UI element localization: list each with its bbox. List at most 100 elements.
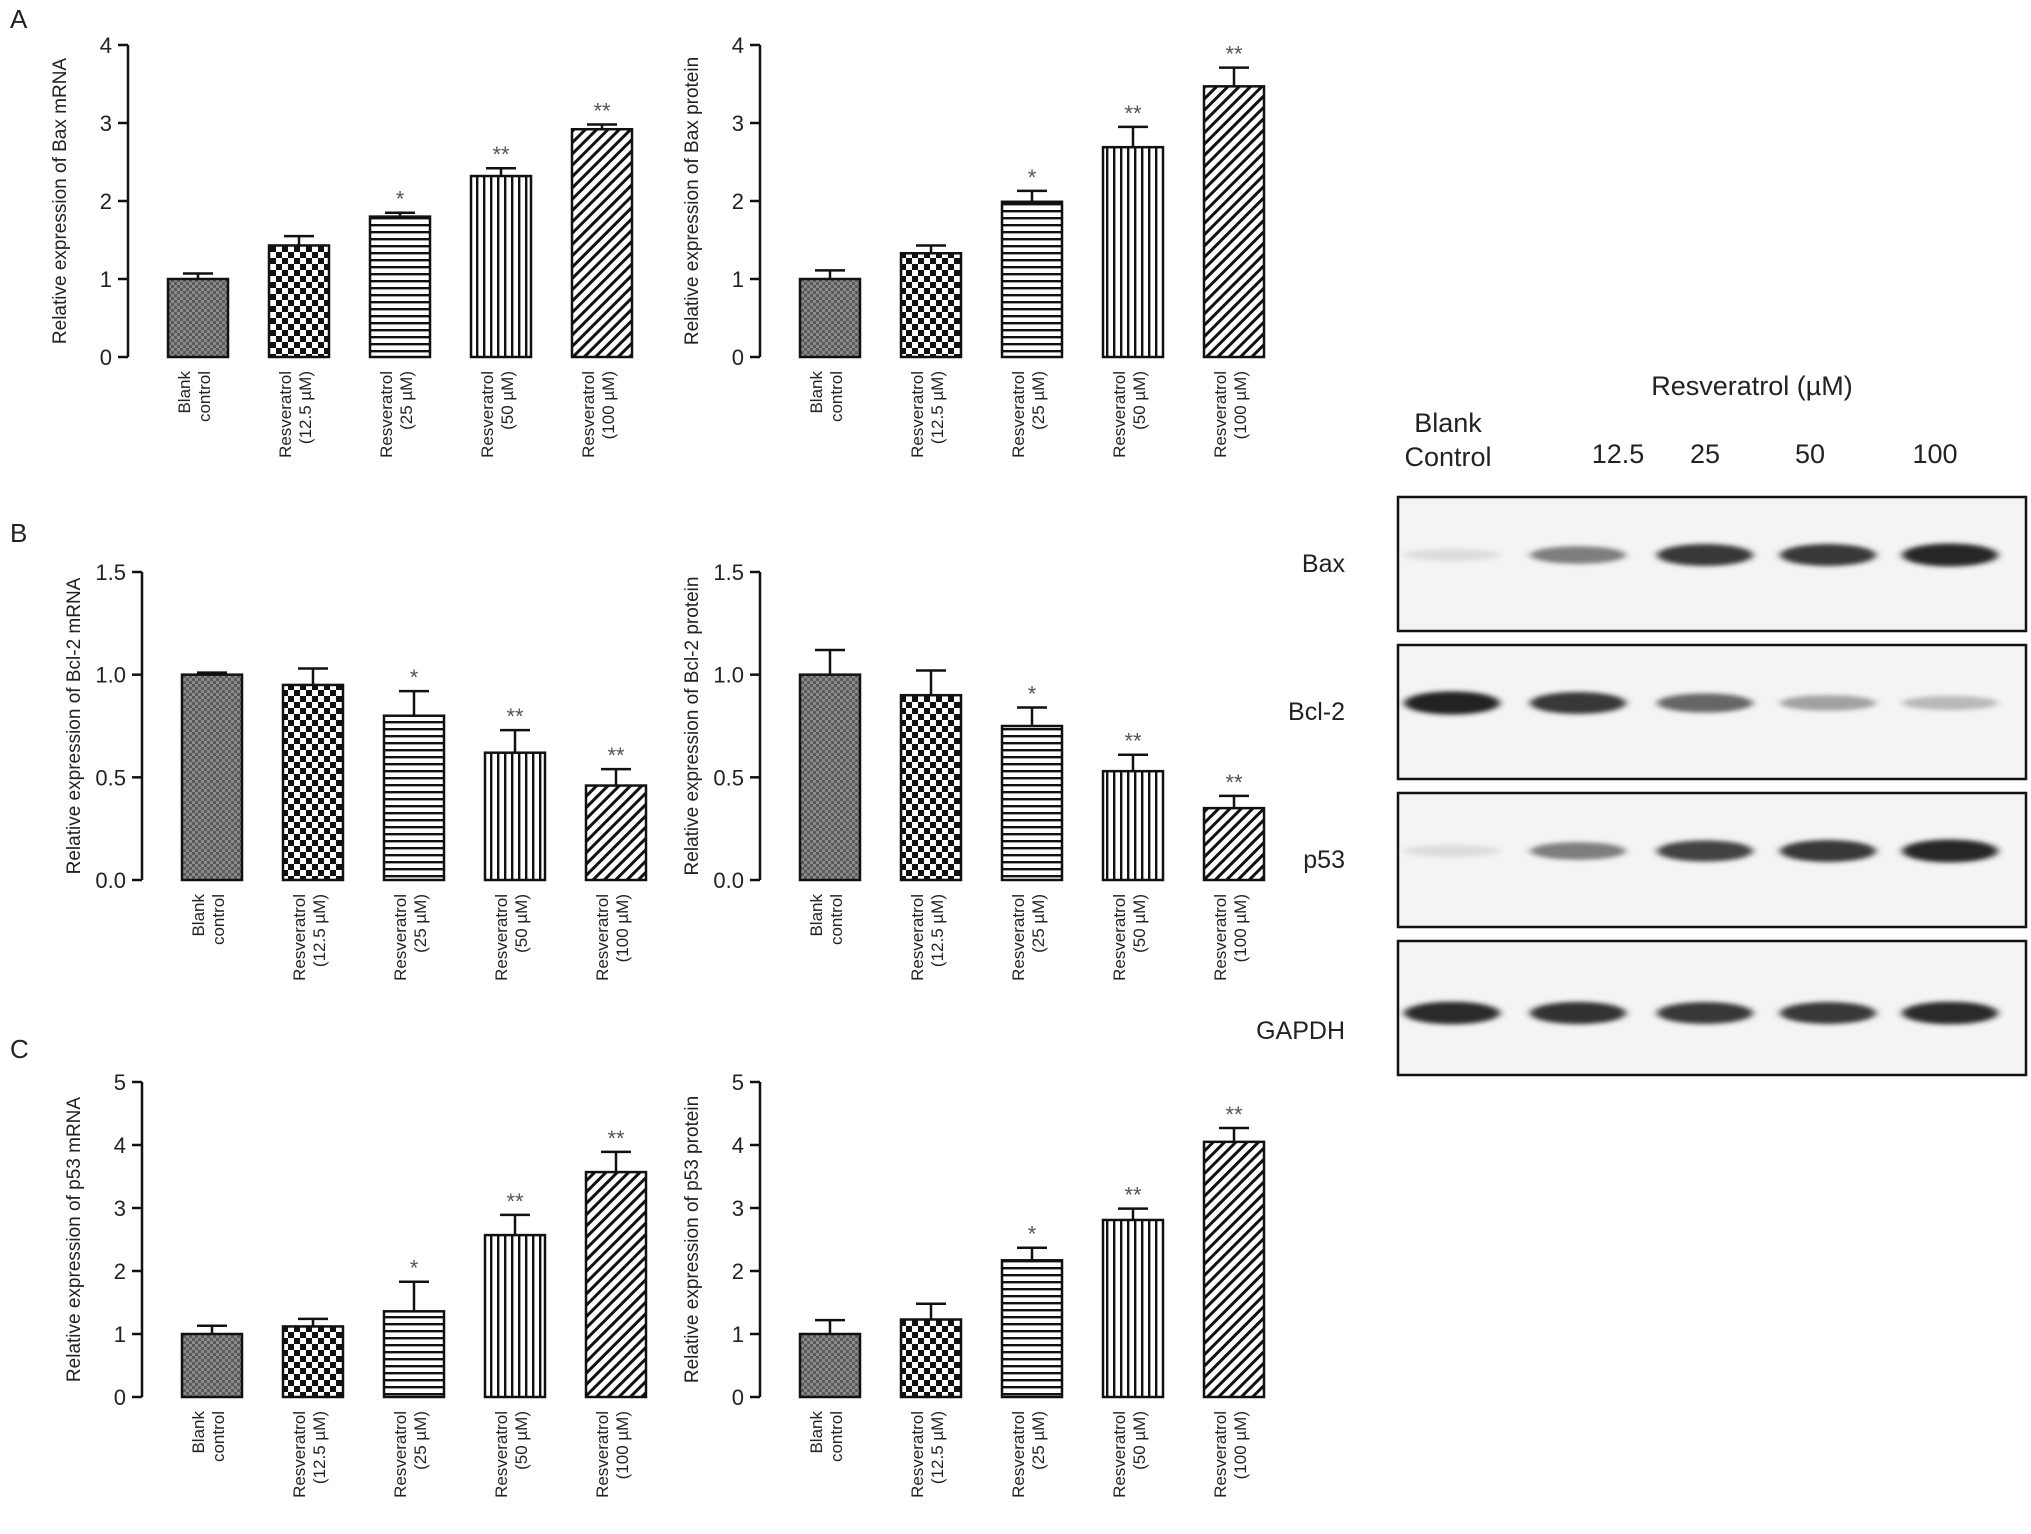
x-tick-label: (100 µM) [1231,894,1250,962]
bar-charts: 0 1 2 3 4 Relative expression of Bax mRNA Blan… [50,33,1266,1498]
x-tick-label: control [209,894,228,945]
blot-band [1404,691,1500,715]
blot-band [1780,1002,1876,1024]
y-tick-label: 0 [732,345,744,370]
x-tick-label: (50 µM) [1130,371,1149,430]
y-axis-title: Relative expression of Bcl-2 protein [682,577,703,876]
significance-marker: ** [607,743,625,768]
y-tick-label: 1.0 [95,663,126,688]
blot-band [1780,695,1876,711]
y-tick-label: 0 [100,345,112,370]
x-tick-label: Resveratrol [1211,371,1230,458]
y-tick-label: 0 [114,1385,126,1410]
x-tick-label: Resveratrol [593,1411,612,1498]
blot-band [1780,544,1876,566]
y-axis-title: Relative expression of p53 protein [682,1096,703,1383]
y-axis-title: Relative expression of Bax mRNA [50,58,71,344]
x-tick-label: Resveratrol [478,371,497,458]
x-tick-label: (12.5 µM) [928,371,947,444]
y-axis-title: Relative expression of Bax protein [682,57,703,345]
y-tick-label: 0 [732,1385,744,1410]
bar [180,673,244,882]
y-tick-label: 1.0 [713,663,744,688]
bax-mrna-chart: 0 1 2 3 4 Relative expression of Bax mRNA Blan… [50,33,634,458]
western-blot: Resveratrol (µM) Blank Control 12.5 25 50 100 B… [1256,371,2028,1077]
blot-band [1902,695,1998,711]
x-tick-label: (25 µM) [1029,1411,1048,1470]
x-tick-label: (25 µM) [411,894,430,953]
y-axis-title: Relative expression of p53 mRNA [64,1097,85,1382]
x-tick-label: (25 µM) [397,371,416,430]
blot-row-label: Bax [1302,550,1346,578]
blot-strip [1396,643,2028,781]
x-tick-label: Resveratrol [1110,371,1129,458]
y-tick-label: 2 [100,189,112,214]
lane-label: 25 [1690,439,1720,469]
significance-marker: * [396,187,405,212]
y-tick-label: 0.5 [95,765,126,790]
x-tick-label: Resveratrol [391,894,410,981]
significance-marker: ** [1225,770,1243,795]
bar [899,252,963,359]
blot-band [1902,1001,1998,1025]
y-tick-label: 1 [114,1322,126,1347]
x-tick-label: (12.5 µM) [296,371,315,444]
blot-header: Resveratrol (µM) [1651,371,1853,401]
x-tick-label: Blank [189,1411,208,1454]
blot-row-label: p53 [1303,846,1345,874]
x-tick-label: control [195,371,214,422]
blot-band [1404,1001,1500,1025]
x-tick-label: Blank [807,1411,826,1454]
bar [267,244,331,359]
lane-label: Control [1404,442,1491,472]
x-tick-label: (25 µM) [411,1411,430,1470]
x-tick-label: (50 µM) [1130,894,1149,953]
bcl2-protein-chart: 0.0 0.5 1.0 1.5 Relative expression of Bcl-2… [682,560,1266,981]
x-tick-label: Resveratrol [492,894,511,981]
y-tick-label: 2 [732,1259,744,1284]
significance-marker: * [410,1256,419,1281]
x-tick-label: Resveratrol [908,371,927,458]
y-tick-label: 2 [114,1259,126,1284]
bar [469,174,533,359]
bar [1000,200,1064,359]
panel-letter-b: B [10,518,27,548]
blot-band [1530,546,1626,564]
y-tick-label: 0.0 [713,868,744,893]
lane-label: 50 [1795,439,1825,469]
x-tick-label: control [827,894,846,945]
bax-protein-chart: 0 1 2 3 4 Relative expression of Bax protein B… [682,33,1266,458]
blot-band [1404,844,1500,858]
x-tick-label: Resveratrol [1211,894,1230,981]
bar [382,1310,446,1399]
y-tick-label: 1.5 [95,560,126,585]
bar [1101,769,1165,882]
y-tick-label: 2 [732,189,744,214]
x-tick-label: (50 µM) [512,894,531,953]
x-tick-label: (100 µM) [1231,1411,1250,1479]
y-tick-label: 1 [732,1322,744,1347]
lane-label: 100 [1912,439,1957,469]
bar [570,127,634,359]
x-tick-label: Resveratrol [276,371,295,458]
y-tick-label: 4 [114,1133,126,1158]
x-tick-label: (100 µM) [599,371,618,439]
significance-marker: ** [1124,729,1142,754]
significance-marker: ** [1124,101,1142,126]
x-tick-label: Blank [807,894,826,937]
blot-band [1780,840,1876,862]
y-tick-label: 5 [114,1070,126,1095]
blot-band [1657,840,1753,862]
blot-band [1902,543,1998,567]
x-tick-label: Resveratrol [377,371,396,458]
bar [899,693,963,882]
significance-marker: * [1028,1222,1037,1247]
bar [798,673,862,882]
y-tick-label: 1 [100,267,112,292]
x-tick-label: (25 µM) [1029,894,1048,953]
bar [1000,1259,1064,1399]
y-tick-label: 4 [732,1133,744,1158]
y-tick-label: 3 [100,111,112,136]
bar [483,751,547,882]
